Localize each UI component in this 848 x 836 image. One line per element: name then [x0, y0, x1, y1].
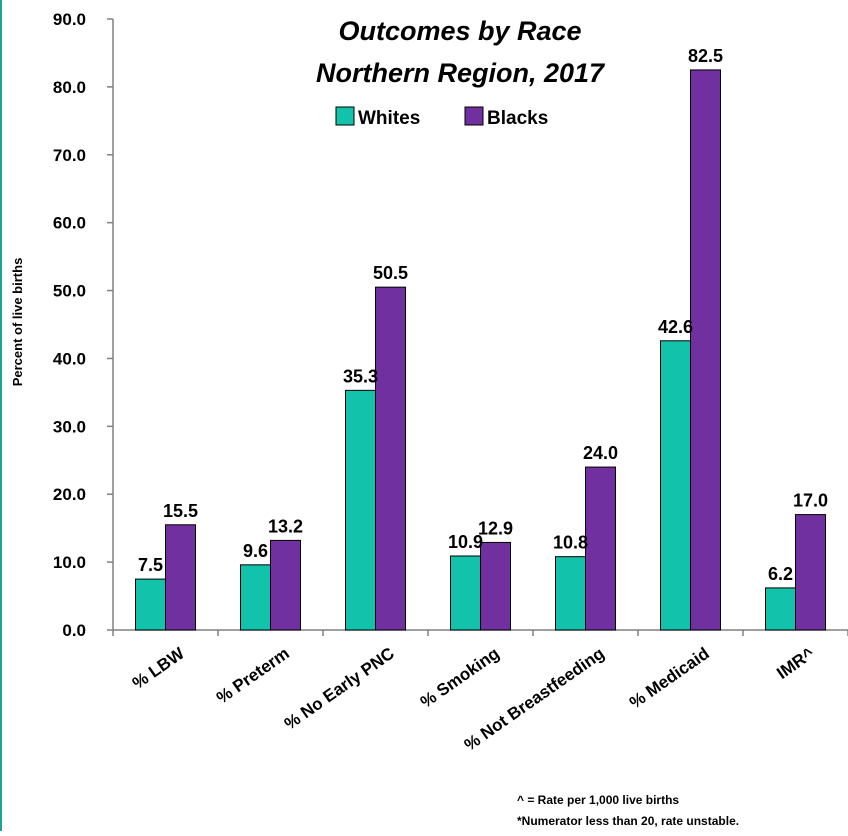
legend-label-blacks: Blacks [487, 108, 548, 129]
chart-title-line-1: Outcomes by Race [338, 16, 581, 46]
data-label-whites-4: 10.9 [448, 532, 483, 552]
bar-whites-7 [765, 587, 796, 631]
data-label-whites-1: 7.5 [138, 555, 163, 575]
y-tick-label: 0.0 [62, 621, 86, 640]
data-label-whites-5: 10.8 [553, 533, 588, 553]
footnote-rate: ^ = Rate per 1,000 live births [517, 793, 679, 807]
bar-blacks-5 [585, 466, 616, 631]
bars [135, 69, 826, 631]
footnote-unstable: *Numerator less than 20, rate unstable. [517, 814, 739, 828]
data-label-blacks-1: 15.5 [163, 501, 198, 521]
bar-whites-3 [345, 389, 376, 631]
y-tick-label: 70.0 [53, 146, 86, 165]
axes: 0.0 10.0 20.0 30.0 40.0 50.0 60.0 70.0 80.0 90.0 [53, 10, 848, 640]
left-border [0, 0, 2, 831]
y-tick-label: 20.0 [53, 485, 86, 504]
legend: Whites Blacks [335, 106, 548, 129]
bar-whites-4 [450, 555, 481, 631]
category-label-4: % Smoking [417, 644, 503, 712]
data-label-blacks-7: 17.0 [793, 491, 828, 511]
bar-whites-6 [660, 340, 691, 631]
bar-blacks-2 [270, 539, 301, 631]
y-tick-label: 80.0 [53, 78, 86, 97]
y-tick-label: 40.0 [53, 349, 86, 368]
category-label-6: % Medicaid [626, 644, 713, 713]
bar-blacks-7 [795, 514, 826, 631]
category-label-1: % LBW [129, 643, 189, 693]
bar-blacks-1 [165, 524, 196, 631]
data-label-whites-2: 9.6 [243, 541, 268, 561]
data-label-blacks-6: 82.5 [688, 46, 723, 66]
y-tick-label: 60.0 [53, 214, 86, 233]
bar-blacks-3 [375, 286, 406, 631]
legend-swatch-blacks [464, 106, 484, 126]
bar-blacks-4 [480, 541, 511, 631]
data-label-whites-7: 6.2 [768, 564, 793, 584]
data-label-whites-3: 35.3 [343, 366, 378, 386]
data-labels: 7.5 15.5 9.613.2 35.3 50.5 10.912.9 10.8 24.0 42… [138, 46, 828, 584]
bar-whites-2 [240, 564, 271, 631]
bar-whites-1 [135, 578, 166, 631]
y-tick-label: 90.0 [53, 10, 86, 29]
bar-whites-5 [555, 556, 586, 631]
chart-title-line-2: Northern Region, 2017 [316, 58, 606, 88]
bar-blacks-6 [690, 69, 721, 631]
data-label-blacks-2: 13.2 [268, 516, 303, 536]
legend-label-whites: Whites [358, 108, 420, 129]
data-label-blacks-5: 24.0 [583, 443, 618, 463]
data-label-whites-6: 42.6 [658, 317, 693, 337]
y-tick-label: 50.0 [53, 282, 86, 301]
category-label-2: % Preterm [213, 644, 293, 708]
legend-swatch-whites [335, 106, 355, 126]
data-label-blacks-3: 50.5 [373, 263, 408, 283]
category-label-3: % No Early PNC [281, 644, 398, 734]
data-label-blacks-4: 12.9 [478, 518, 513, 538]
y-tick-label: 10.0 [53, 553, 86, 572]
y-tick-label: 30.0 [53, 417, 86, 436]
category-label-7: IMR^ [773, 644, 818, 683]
y-axis-label: Percent of live births [10, 258, 25, 387]
category-labels: % LBW% Preterm% No Early PNC% Smoking% N… [129, 643, 818, 754]
